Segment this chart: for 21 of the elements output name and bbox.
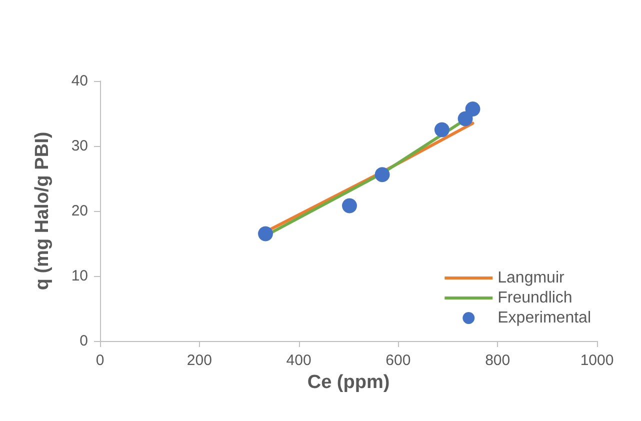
x-tick-label: 0 — [96, 352, 104, 369]
point — [342, 198, 357, 214]
y-tick-label: 0 — [80, 332, 88, 350]
x-tick-label: 800 — [485, 352, 510, 369]
x-tick-label: 400 — [286, 352, 312, 369]
legend-label: Freundlich — [498, 290, 572, 306]
point — [434, 122, 450, 138]
point — [465, 101, 480, 116]
x-tick-label: 600 — [386, 352, 411, 369]
legend-label: Langmuir — [498, 270, 565, 286]
point — [374, 167, 390, 182]
y-tick-label: 20 — [71, 202, 88, 220]
x-tick-label: 200 — [186, 352, 212, 369]
y-tick-label: 40 — [71, 72, 88, 90]
y-tick-label: 10 — [71, 268, 88, 284]
legend-label: Experimental — [498, 310, 591, 326]
point — [258, 226, 273, 242]
x-axis-title: Ce (ppm) — [307, 372, 390, 393]
y-axis-title: q (mg Halo/g PBI) — [32, 132, 53, 290]
y-tick-label: 30 — [71, 138, 88, 154]
x-tick-label: 1000 — [580, 352, 614, 369]
